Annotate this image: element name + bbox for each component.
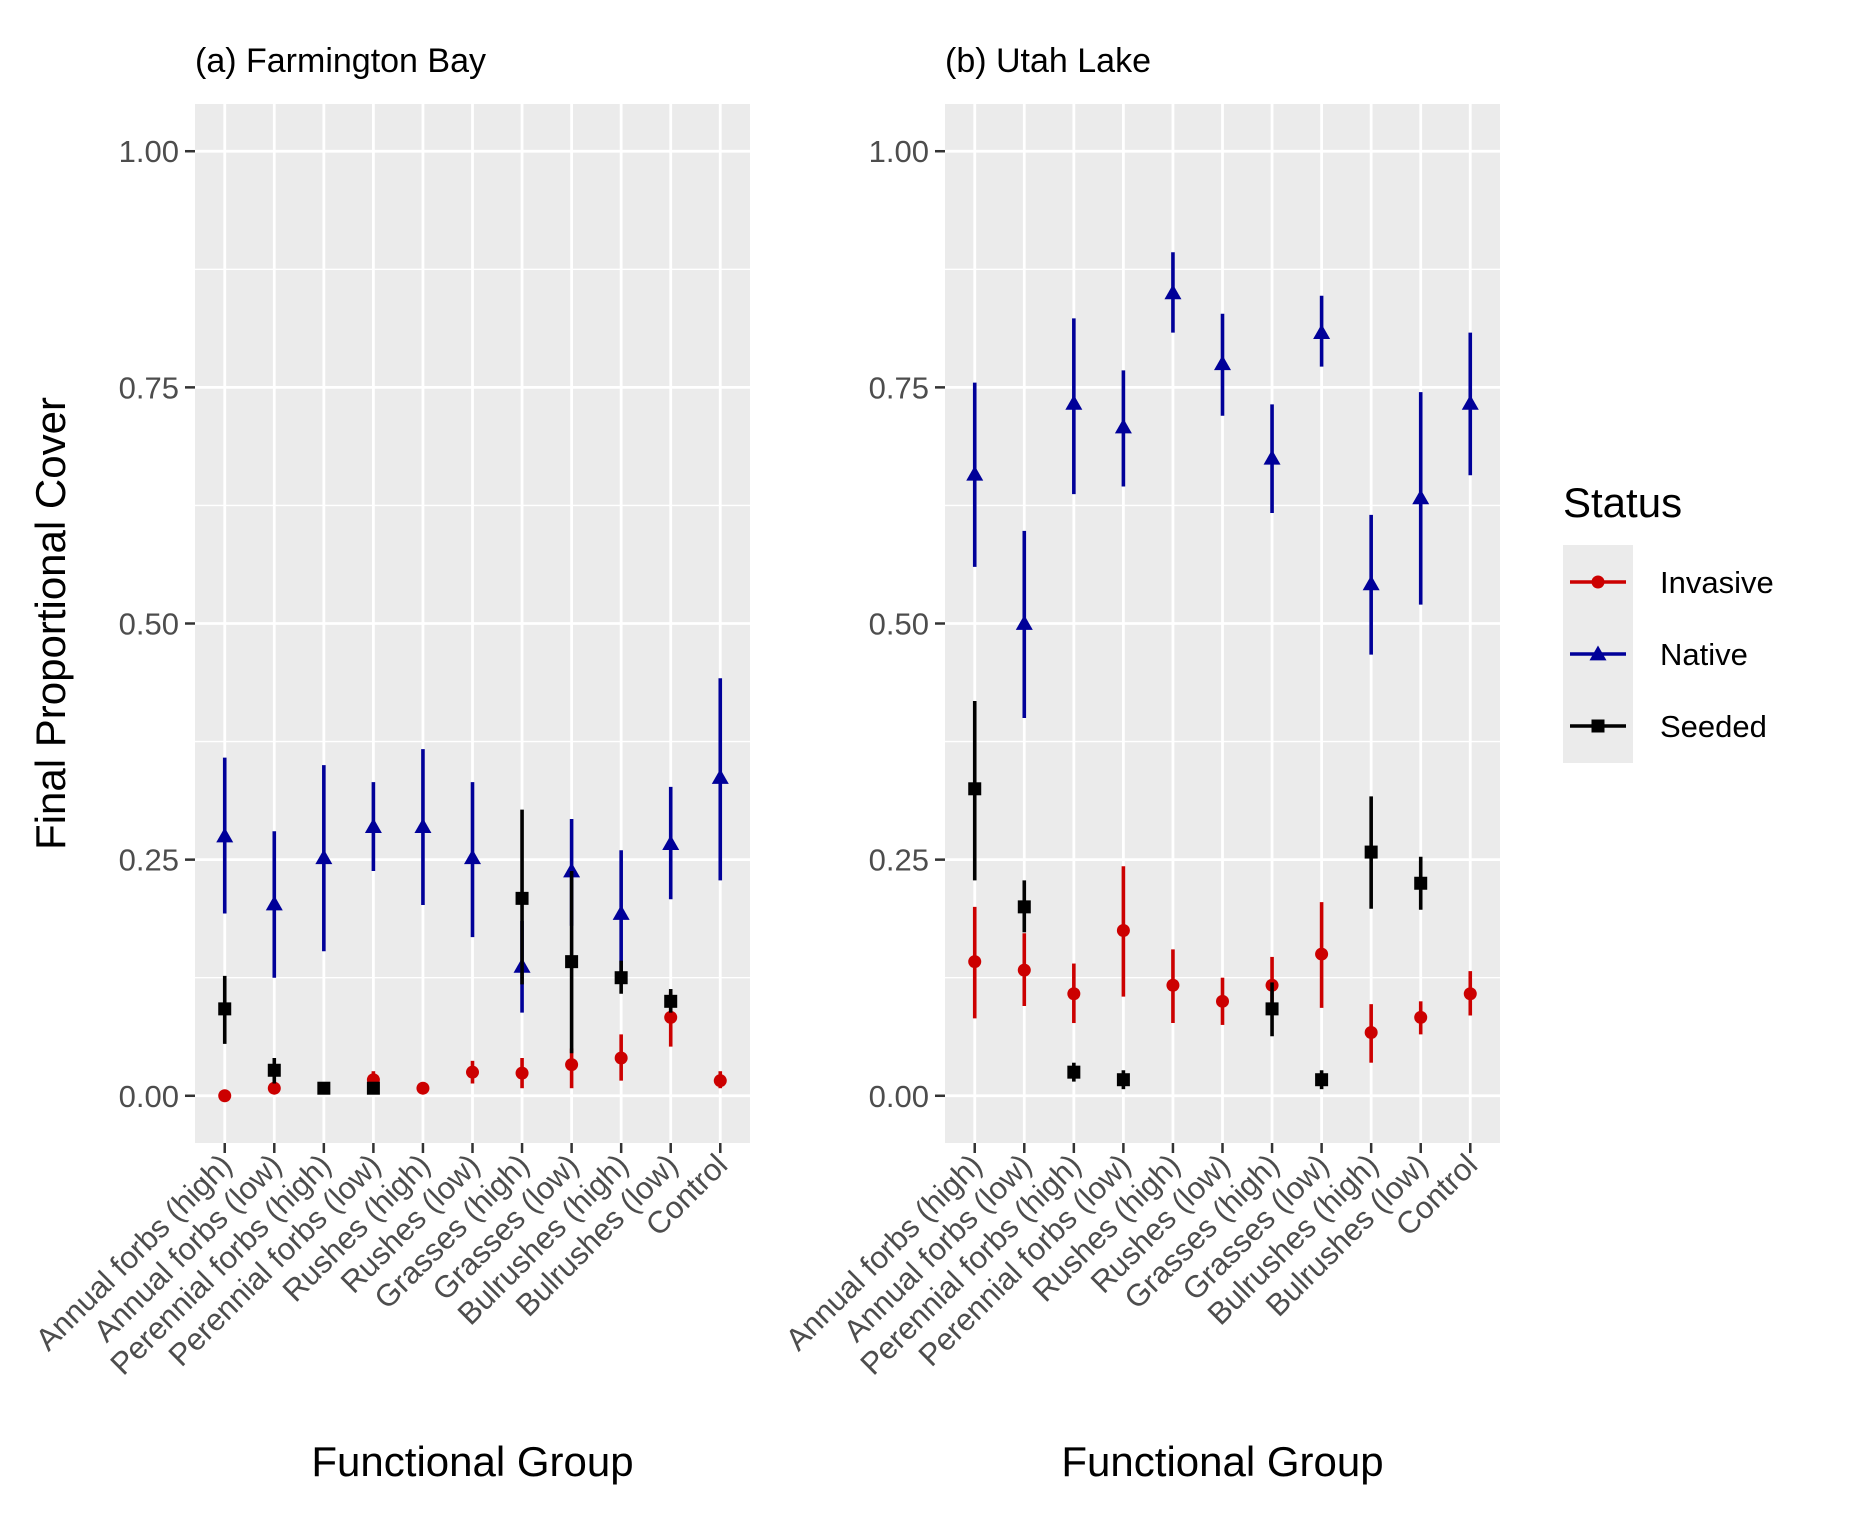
- y-tick-label: 0.25: [119, 843, 179, 878]
- legend: Status Invasive Native Seeded: [1563, 479, 1774, 763]
- legend-label: Seeded: [1660, 709, 1767, 744]
- series-native: [216, 678, 729, 1013]
- legend-label: Native: [1660, 637, 1748, 672]
- data-point: [267, 1081, 281, 1095]
- y-tick-label: 1.00: [869, 134, 929, 169]
- data-point: [614, 971, 628, 985]
- series-native: [966, 252, 1479, 718]
- data-point: [1315, 1073, 1329, 1087]
- y-tick-label: 0.75: [869, 370, 929, 405]
- data-point: [216, 827, 234, 843]
- data-point: [1216, 994, 1229, 1008]
- data-point: [1065, 394, 1083, 410]
- panel-title: (a) Farmington Bay: [195, 42, 486, 80]
- legend-key-marker: [1589, 645, 1607, 661]
- data-point: [1067, 987, 1081, 1001]
- data-point: [1414, 1010, 1428, 1024]
- series-invasive: [968, 866, 1477, 1063]
- legend-entry-native: Native: [1570, 637, 1748, 672]
- legend-entry-invasive: Invasive: [1570, 565, 1774, 600]
- data-point: [711, 768, 729, 784]
- data-point: [612, 904, 630, 920]
- data-point: [664, 994, 678, 1008]
- data-point: [1265, 1002, 1279, 1016]
- data-point: [1214, 355, 1231, 371]
- legend-key-marker: [1591, 575, 1605, 589]
- series-seeded: [218, 809, 678, 1095]
- data-point: [713, 1074, 727, 1088]
- data-point: [265, 895, 283, 911]
- data-point: [966, 465, 984, 481]
- data-point: [563, 862, 581, 878]
- data-point: [968, 782, 982, 796]
- data-point: [1116, 923, 1130, 937]
- data-point: [1164, 284, 1182, 300]
- data-point: [364, 818, 382, 833]
- data-point: [565, 955, 579, 969]
- data-point: [1015, 615, 1033, 630]
- data-point: [1114, 418, 1132, 434]
- data-point: [317, 1081, 331, 1095]
- data-point: [614, 1051, 628, 1065]
- data-point: [565, 1058, 579, 1072]
- data-point: [1166, 978, 1180, 992]
- data-point: [267, 1063, 281, 1077]
- data-point: [1263, 449, 1281, 465]
- data-point: [416, 1081, 430, 1095]
- legend-key-marker: [1591, 719, 1605, 733]
- data-point: [515, 1066, 529, 1080]
- data-point: [1364, 1025, 1378, 1039]
- data-point: [515, 891, 529, 905]
- data-point: [1463, 987, 1477, 1001]
- legend-title: Status: [1563, 479, 1682, 526]
- data-point: [1017, 963, 1031, 977]
- y-tick-label: 0.00: [119, 1079, 179, 1114]
- data-point: [464, 849, 481, 865]
- x-axis-title: Functional Group: [1061, 1438, 1383, 1485]
- data-point: [664, 1010, 678, 1024]
- data-point: [1116, 1073, 1130, 1087]
- data-point: [1315, 947, 1329, 961]
- y-axis-title: Final Proportional Cover: [27, 397, 74, 850]
- data-point: [1412, 489, 1430, 505]
- panel-title: (b) Utah Lake: [945, 42, 1151, 80]
- data-point: [414, 818, 432, 833]
- data-point: [315, 849, 333, 865]
- y-tick-label: 0.50: [119, 607, 179, 642]
- legend-label: Invasive: [1660, 565, 1774, 600]
- data-point: [1362, 575, 1380, 591]
- data-point: [1364, 845, 1378, 859]
- y-tick-label: 0.00: [869, 1079, 929, 1114]
- data-point: [366, 1081, 380, 1095]
- y-tick-label: 0.50: [869, 607, 929, 642]
- data-point: [466, 1065, 479, 1079]
- data-point: [1414, 876, 1428, 890]
- series-seeded: [968, 700, 1428, 1090]
- y-tick-label: 1.00: [119, 134, 179, 169]
- data-point: [218, 1002, 232, 1016]
- y-tick-label: 0.25: [869, 843, 929, 878]
- data-point: [1461, 394, 1479, 410]
- data-point: [662, 835, 680, 850]
- data-point: [1017, 900, 1031, 914]
- y-tick-label: 0.75: [119, 370, 179, 405]
- data-point: [1313, 324, 1331, 339]
- data-point: [1067, 1065, 1081, 1079]
- data-point: [218, 1089, 232, 1103]
- x-axis-title: Functional Group: [311, 1438, 633, 1485]
- legend-entry-seeded: Seeded: [1570, 709, 1767, 744]
- data-point: [968, 955, 982, 969]
